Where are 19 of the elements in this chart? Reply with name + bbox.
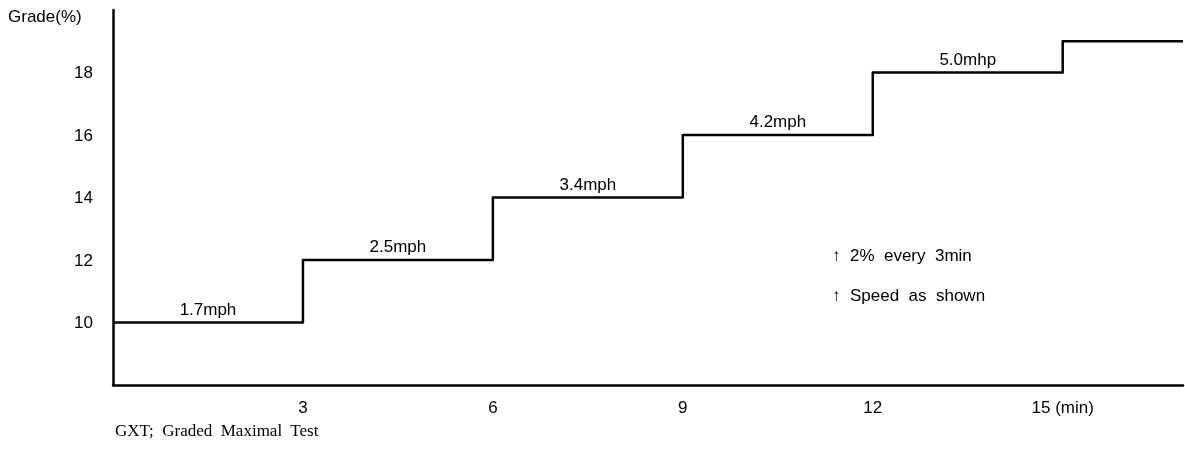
annotation: ↑ 2% every 3min: [832, 246, 972, 265]
y-tick-label: 16: [74, 125, 93, 145]
annotation: 3.4mph: [559, 174, 617, 194]
text: GXT; Graded Maximal Test: [115, 421, 319, 440]
y-tick-label: 10: [74, 313, 93, 332]
y-tick-label: 18: [74, 63, 93, 82]
y-axis-title: Grade(%): [8, 7, 82, 26]
x-tick-label: 12: [863, 398, 883, 417]
y-tick-label: 14: [74, 188, 93, 207]
annotation: ↑ Speed as shown: [832, 286, 986, 305]
annotation: 2.5mph: [369, 237, 427, 256]
annotation: 1.7mph: [179, 299, 237, 319]
annotation: 4.2mph: [749, 112, 807, 131]
x-tick-label: 6: [488, 398, 498, 417]
annotation: 5.0mhp: [939, 49, 997, 69]
x-tick-label: 9: [678, 398, 688, 417]
y-tick-label: 12: [74, 250, 93, 270]
x-tick-label: 15 (min): [1031, 398, 1094, 417]
x-tick-label: 3: [298, 398, 308, 417]
